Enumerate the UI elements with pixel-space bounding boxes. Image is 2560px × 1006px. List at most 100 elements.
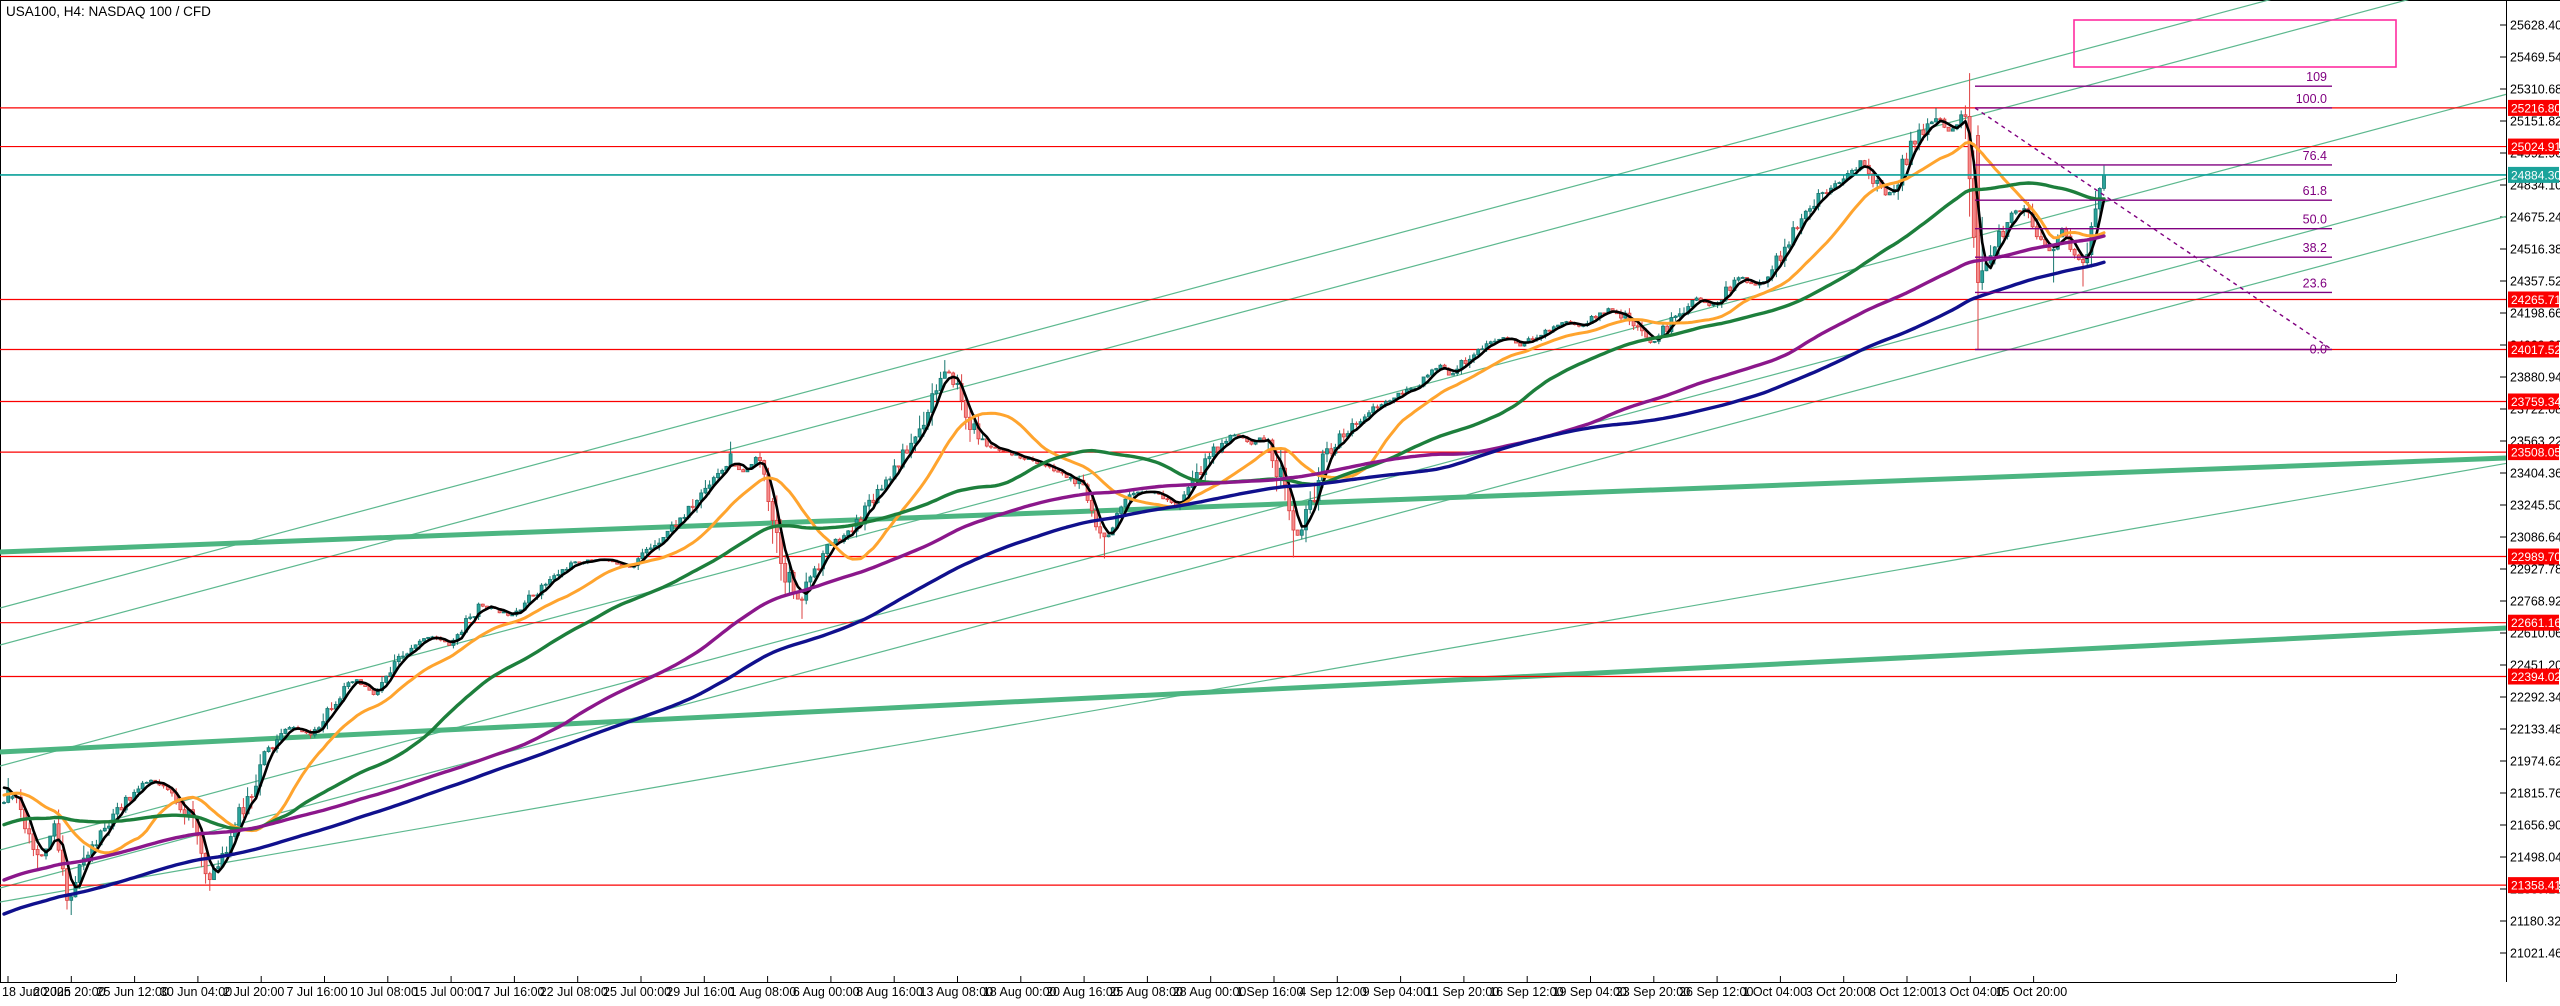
candle-up	[1119, 506, 1124, 514]
price-level-tag-bg	[2508, 614, 2559, 631]
time-tick-label: 20 Aug 16:00	[1046, 985, 1120, 999]
candle-down	[1749, 281, 1754, 285]
candle-down	[963, 399, 968, 418]
candle-up	[1887, 192, 1892, 196]
candle-down	[1635, 325, 1640, 328]
candle-up	[808, 576, 813, 583]
candle-down	[329, 708, 334, 710]
candle-down	[2047, 247, 2052, 252]
candle-up	[1308, 500, 1313, 510]
candle-up	[10, 796, 15, 799]
candle-down	[1215, 446, 1220, 453]
candle-up	[1480, 348, 1485, 351]
price-target-rectangle	[2073, 19, 2397, 68]
candle-up	[913, 436, 918, 444]
candle-up	[1875, 180, 1880, 184]
candle-down	[128, 796, 132, 801]
candle-up	[1409, 388, 1413, 391]
candle-down	[800, 598, 804, 601]
time-tick-label: 22 Jul 08:00	[540, 985, 608, 999]
candle-down	[1518, 342, 1523, 347]
time-tick-label: 20 Jun 20:00	[33, 985, 105, 999]
candle-up	[1451, 373, 1455, 376]
candle-down	[1862, 160, 1867, 166]
candle-down	[363, 684, 368, 687]
candle-down	[1913, 140, 1917, 145]
candle-up	[2, 802, 6, 804]
candle-up	[1803, 210, 1808, 220]
candle-up	[1425, 374, 1430, 378]
price-level-tag-bg	[2508, 393, 2559, 410]
candle-up	[1123, 498, 1128, 508]
price-level-tag: 25024.91	[2511, 140, 2560, 154]
candle-down	[2018, 210, 2022, 213]
candle-down	[1375, 406, 1380, 409]
candle-down	[1778, 255, 1783, 261]
candle-up	[1690, 299, 1695, 307]
candle-up	[1677, 313, 1682, 317]
candle-down	[1102, 532, 1107, 538]
candle-down	[1547, 329, 1552, 332]
candle-up	[1980, 270, 1985, 283]
candle-up	[224, 851, 229, 854]
price-tick-label: 25151.82	[2510, 115, 2560, 129]
price-level-tag: 22661.16	[2511, 616, 2560, 630]
price-tick-label: 21656.90	[2510, 819, 2560, 833]
price-tick-label: 23245.50	[2510, 499, 2560, 513]
candle-up	[955, 383, 960, 385]
price-tick-label: 21974.62	[2510, 755, 2560, 769]
time-tick-label: 3 Oct 20:00	[1806, 985, 1871, 999]
price-tick-label: 24675.24	[2510, 211, 2560, 225]
candle-down	[27, 828, 32, 835]
fib-level-label: 61.8	[2303, 184, 2327, 198]
candle-up	[346, 682, 351, 687]
candle-down	[1631, 320, 1636, 327]
candle-down	[1963, 114, 1968, 117]
time-tick-label: 1 Oct 04:00	[1742, 985, 1807, 999]
candle-down	[816, 568, 821, 571]
candle-down	[1593, 316, 1598, 319]
time-tick-label: 8 Aug 16:00	[856, 985, 923, 999]
candle-down	[60, 849, 65, 870]
candle-up	[2013, 210, 2018, 214]
time-tick-label: 17 Jul 16:00	[476, 985, 544, 999]
candle-up	[1900, 158, 1905, 186]
candle-up	[1476, 348, 1481, 356]
time-tick-label: 11 Sep 20:00	[1426, 985, 1499, 999]
candle-up	[1278, 467, 1283, 478]
candle-up	[787, 571, 792, 583]
candle-up	[52, 823, 57, 837]
candle-down	[531, 594, 536, 597]
candle-up	[510, 614, 515, 617]
candle-up	[401, 655, 405, 658]
candle-down	[199, 835, 204, 854]
candle-down	[39, 854, 44, 857]
candle-up	[6, 789, 11, 803]
candle-up	[73, 882, 78, 898]
time-tick-label: 2 Jul 20:00	[223, 985, 284, 999]
price-level-tag-bg	[2508, 444, 2559, 461]
candle-up	[1186, 487, 1191, 496]
price-tick-label: 23086.64	[2510, 531, 2560, 545]
candle-up	[2093, 208, 2098, 227]
price-tick-label: 21021.46	[2510, 947, 2560, 961]
candle-up	[1837, 182, 1842, 185]
candle-down	[674, 524, 678, 527]
ma-slowest-navy	[2, 260, 2106, 916]
candle-up	[1740, 277, 1745, 279]
candle-up	[1224, 440, 1229, 444]
candle-up	[879, 488, 884, 491]
candle-up	[1808, 208, 1812, 212]
candle-down	[2039, 236, 2043, 240]
candle-down	[1463, 360, 1468, 364]
fib-level-label: 23.6	[2303, 276, 2327, 290]
candle-up	[396, 655, 401, 663]
candle-down	[65, 868, 69, 901]
candle-down	[770, 501, 775, 521]
price-level-tag-bg	[2508, 138, 2559, 155]
candle-up	[426, 636, 431, 639]
ma-medium-orange	[2, 140, 2106, 855]
chart-title: USA100, H4: NASDAQ 100 / CFD	[6, 4, 211, 19]
price-tick-label: 22927.78	[2510, 563, 2560, 577]
